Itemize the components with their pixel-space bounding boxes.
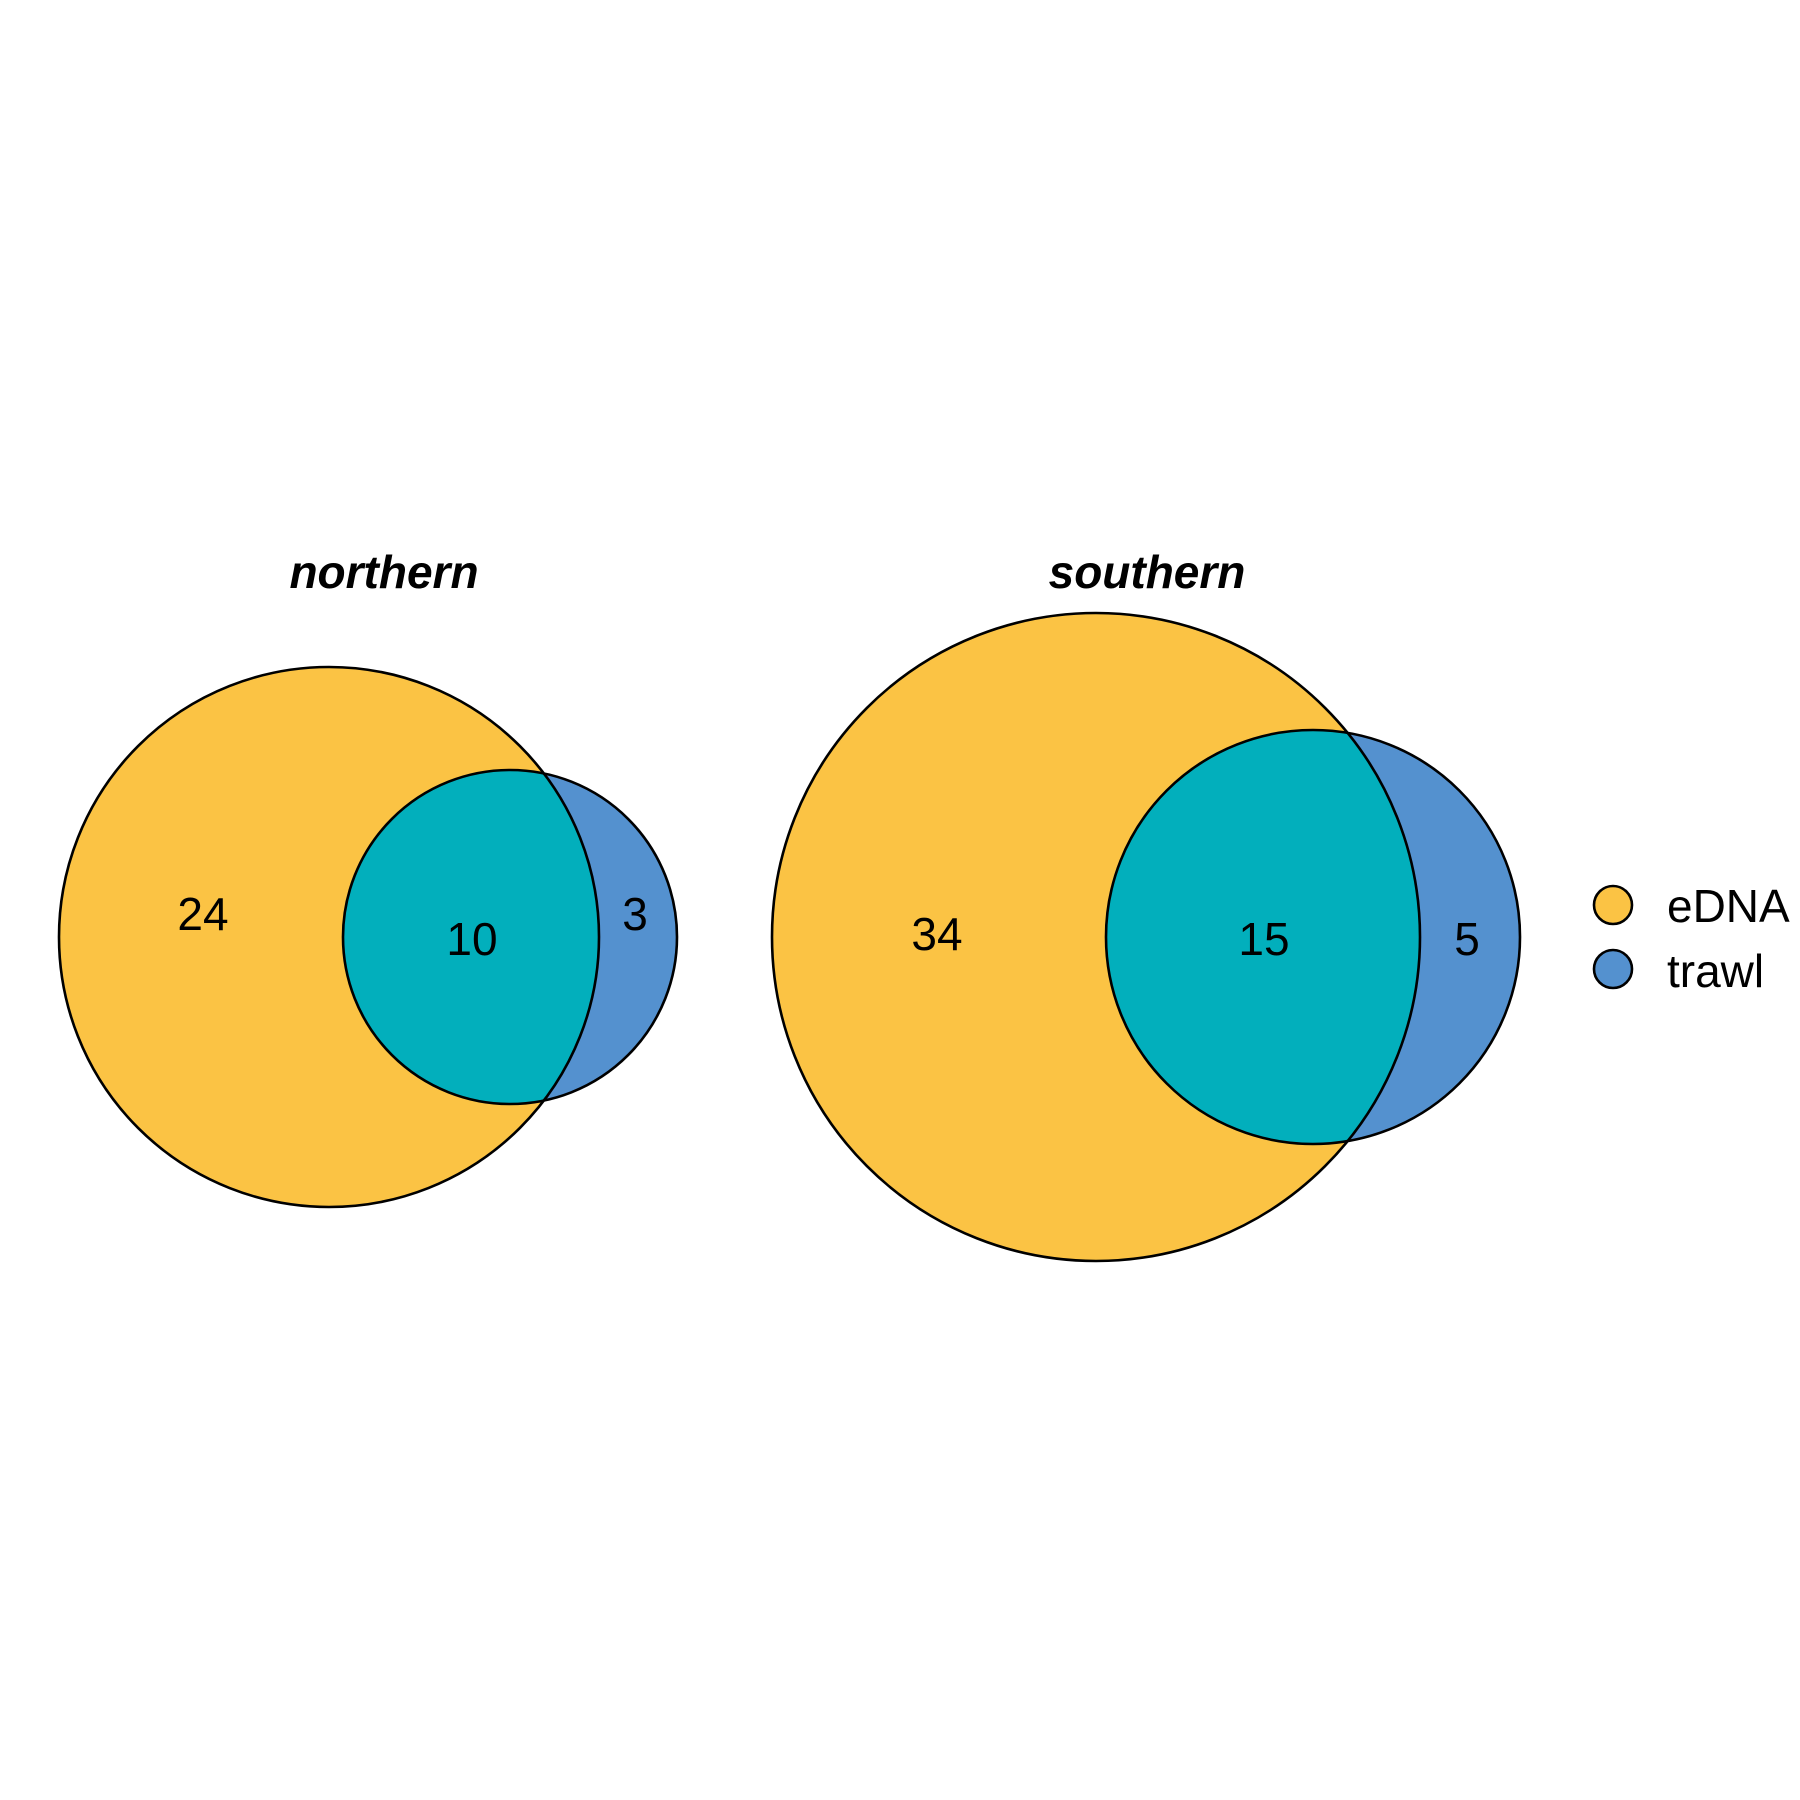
panel-title: northern — [289, 546, 478, 598]
edna-only-count: 24 — [177, 888, 228, 940]
legend-swatch-edna — [1592, 884, 1634, 926]
panel-southern: southern 34 15 5 — [770, 546, 1522, 1263]
panel-title: southern — [1049, 546, 1246, 598]
legend-label-edna: eDNA — [1667, 880, 1790, 932]
trawl-circle-outline — [341, 768, 679, 1106]
shared-count: 10 — [446, 913, 497, 965]
legend-item-trawl: trawl — [1592, 945, 1764, 997]
trawl-circle-outline — [1104, 728, 1522, 1146]
legend: eDNA trawl — [1592, 880, 1790, 997]
shared-count: 15 — [1238, 913, 1289, 965]
legend-label-trawl: trawl — [1667, 945, 1764, 997]
edna-only-count: 34 — [911, 908, 962, 960]
legend-item-edna: eDNA — [1592, 880, 1790, 932]
trawl-only-count: 5 — [1454, 913, 1480, 965]
trawl-only-count: 3 — [622, 888, 648, 940]
edna-circle-outline — [57, 665, 601, 1209]
panel-northern: northern 24 10 3 — [57, 546, 679, 1209]
legend-swatch-trawl — [1592, 948, 1634, 990]
edna-circle-outline — [770, 611, 1422, 1263]
